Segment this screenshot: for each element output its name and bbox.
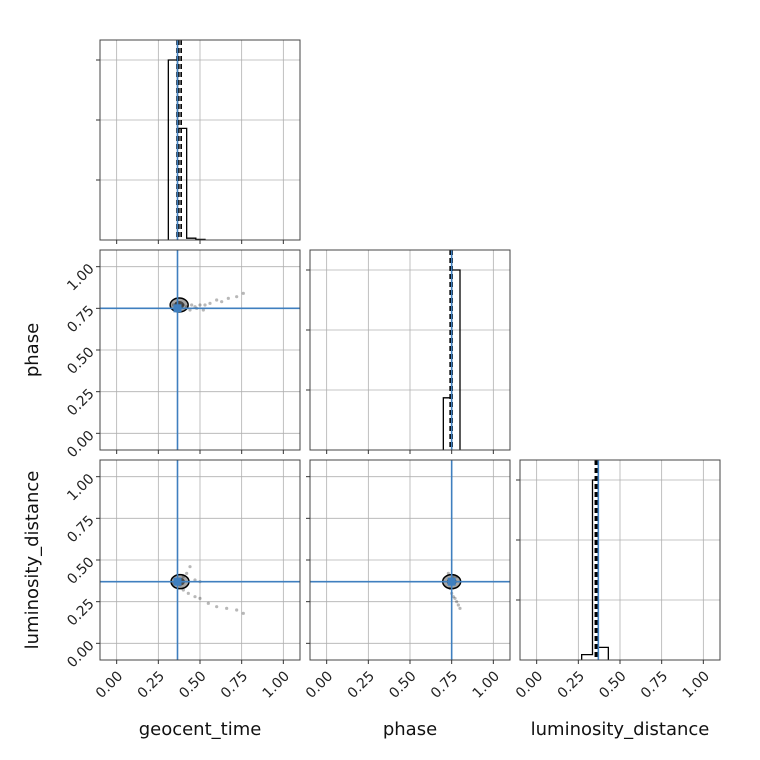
y-tick-label: 0.25 — [64, 386, 97, 419]
scatter-luminosity-distance-vs-phase: 0.00 0.25 0.50 0.75 1.00 — [303, 459, 511, 702]
scatter-point — [458, 606, 462, 610]
x-tick-label: 1.00 — [260, 668, 293, 701]
x-tick-label: 0.25 — [135, 668, 168, 701]
scatter-point — [235, 608, 239, 612]
x-tick-label: 0.75 — [428, 668, 461, 701]
scatter-point — [453, 596, 457, 600]
y-tick-label: 0.50 — [64, 344, 97, 377]
scatter-point — [226, 296, 230, 300]
scatter-point — [241, 291, 245, 295]
scatter-point — [215, 298, 219, 302]
scatter-point — [455, 600, 459, 604]
scatter-point — [241, 611, 245, 615]
y-tick-label: 0.00 — [64, 428, 97, 461]
scatter-point — [198, 596, 202, 600]
x-tick-label: 0.00 — [93, 668, 126, 701]
scatter-point — [208, 301, 212, 305]
histogram-step — [167, 59, 206, 241]
truth-marker — [173, 577, 182, 586]
y-tick-label: 0.75 — [64, 513, 97, 546]
scatter-point — [451, 595, 455, 599]
x-axis-label: luminosity_distance — [531, 719, 710, 740]
scatter-point — [203, 303, 207, 307]
scatter-point — [185, 571, 189, 575]
x-tick-label: 0.00 — [303, 668, 336, 701]
scatter-luminosity-distance-vs-geocent-time: 0.00 0.25 0.50 0.75 1.000.000.250.500.751.00 — [64, 459, 301, 702]
scatter-point — [206, 601, 210, 605]
x-tick-label: 1.00 — [470, 668, 503, 701]
scatter-point — [181, 588, 185, 592]
scatter-point — [188, 308, 192, 312]
scatter-point — [193, 305, 197, 309]
scatter-point — [235, 295, 239, 299]
x-tick-label: 0.25 — [555, 668, 588, 701]
scatter-point — [188, 565, 192, 569]
x-axis-label: phase — [383, 719, 437, 740]
histogram-geocent-time — [96, 39, 301, 244]
histogram-luminosity-distance: 0.00 0.25 0.50 0.75 1.00 — [513, 459, 721, 702]
x-axis-label: geocent_time — [139, 719, 262, 740]
scatter-point — [451, 575, 455, 579]
scatter-phase-vs-geocent-time: 0.00 0.25 0.50 0.75 1.00 — [64, 249, 301, 461]
scatter-point — [198, 303, 202, 307]
x-tick-label: 0.75 — [638, 668, 671, 701]
y-tick-label: 1.00 — [64, 261, 97, 294]
truth-marker — [447, 577, 456, 586]
y-tick-label: 0.75 — [64, 303, 97, 336]
scatter-point — [193, 578, 197, 582]
scatter-point — [446, 571, 450, 575]
x-tick-label: 0.50 — [596, 668, 629, 701]
y-tick-label: 0.25 — [64, 596, 97, 629]
y-tick-label: 0.50 — [64, 554, 97, 587]
scatter-point — [215, 605, 219, 609]
y-tick-label: 1.00 — [64, 471, 97, 504]
scatter-point — [193, 595, 197, 599]
x-tick-label: 0.75 — [218, 668, 251, 701]
scatter-point — [186, 591, 190, 595]
scatter-point — [225, 606, 229, 610]
x-tick-label: 0.25 — [345, 668, 378, 701]
histogram-phase — [306, 249, 511, 454]
scatter-point — [201, 308, 205, 312]
scatter-point — [456, 603, 460, 607]
x-tick-label: 0.50 — [176, 668, 209, 701]
scatter-point — [220, 300, 224, 304]
y-axis-label: phase — [22, 323, 43, 377]
x-tick-label: 0.50 — [386, 668, 419, 701]
y-tick-label: 0.00 — [64, 638, 97, 671]
y-axis-label: luminosity_distance — [22, 471, 43, 650]
x-tick-label: 0.00 — [513, 668, 546, 701]
truth-marker — [173, 304, 182, 313]
x-tick-label: 1.00 — [680, 668, 713, 701]
scatter-point — [190, 303, 194, 307]
